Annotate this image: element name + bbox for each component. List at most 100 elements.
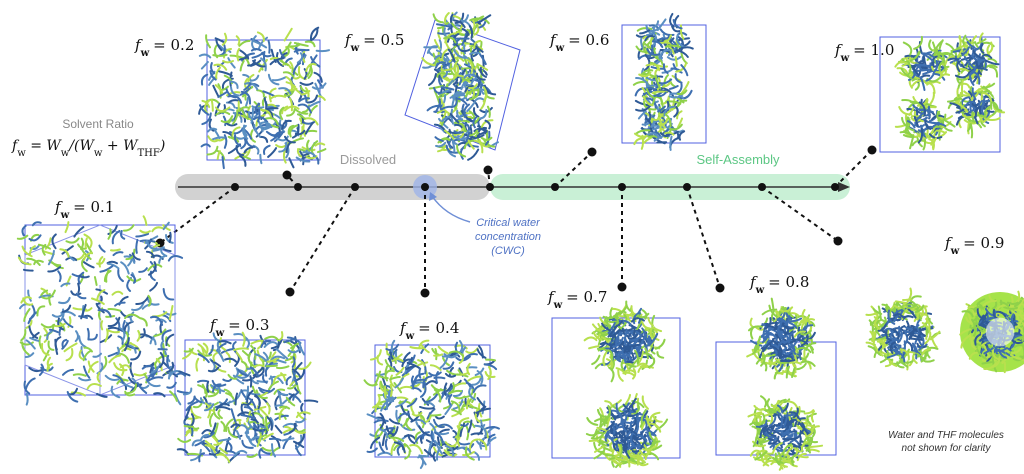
molecule bbox=[213, 55, 226, 56]
molecule bbox=[108, 309, 120, 311]
molecule bbox=[144, 216, 147, 225]
molecule bbox=[295, 49, 308, 50]
cwc-line: (CWC) bbox=[491, 245, 525, 257]
molecule bbox=[143, 366, 154, 369]
molecule bbox=[227, 442, 231, 452]
molecule bbox=[221, 422, 224, 431]
molecule bbox=[267, 366, 277, 367]
molecule bbox=[216, 68, 220, 79]
molecule bbox=[138, 331, 140, 341]
molecule bbox=[29, 326, 37, 338]
molecule bbox=[269, 41, 270, 53]
molecule bbox=[680, 47, 693, 49]
molecule bbox=[24, 270, 33, 271]
label-eq: = 0.7 bbox=[566, 288, 607, 306]
molecule bbox=[229, 100, 239, 102]
molecule bbox=[463, 452, 474, 455]
molecule bbox=[88, 384, 101, 389]
molecule bbox=[917, 70, 929, 71]
molecule bbox=[59, 298, 70, 303]
molecule bbox=[990, 67, 997, 77]
molecule bbox=[642, 322, 650, 328]
molecule bbox=[18, 236, 28, 239]
leader-dot bbox=[683, 183, 691, 191]
molecule bbox=[317, 50, 329, 51]
molecule bbox=[592, 356, 599, 364]
label-eq: = 1.0 bbox=[853, 41, 894, 59]
molecule bbox=[368, 414, 379, 419]
label-sub: w bbox=[555, 43, 565, 54]
molecule bbox=[152, 227, 162, 231]
molecule bbox=[641, 39, 642, 48]
snapshot bbox=[199, 28, 329, 168]
molecule bbox=[788, 401, 797, 409]
molecule bbox=[467, 427, 468, 439]
label-eq: = 0.6 bbox=[568, 31, 609, 49]
molecule bbox=[930, 93, 933, 104]
cwc-line: concentration bbox=[475, 231, 541, 243]
molecule bbox=[108, 330, 119, 332]
molecule bbox=[454, 383, 465, 386]
molecule bbox=[260, 155, 261, 163]
molecule bbox=[178, 391, 188, 393]
molecule bbox=[476, 98, 485, 100]
molecule bbox=[474, 385, 486, 392]
leader bbox=[687, 187, 720, 288]
molecule bbox=[185, 426, 193, 427]
note: Water and THF molecules not shown for cl… bbox=[888, 430, 1004, 454]
leader-end bbox=[834, 237, 843, 246]
molecule bbox=[252, 36, 256, 50]
molecule bbox=[236, 394, 238, 405]
leader-end bbox=[588, 148, 597, 157]
molecule bbox=[167, 356, 169, 368]
snapshot-label: fw= 0.1 bbox=[54, 198, 114, 221]
molecule bbox=[202, 75, 207, 85]
leader-dot bbox=[618, 183, 626, 191]
molecule bbox=[30, 305, 34, 319]
molecule bbox=[52, 234, 55, 248]
cwc-label: Critical water concentration (CWC) bbox=[475, 217, 541, 257]
molecule bbox=[287, 109, 295, 115]
phase-label: Self-Assembly bbox=[696, 152, 780, 167]
molecule bbox=[226, 123, 236, 126]
note-line: Water and THF molecules bbox=[888, 430, 1004, 441]
leader-end bbox=[716, 284, 725, 293]
molecule bbox=[252, 49, 261, 50]
molecule bbox=[449, 395, 451, 405]
leader-end bbox=[618, 283, 627, 292]
molecule bbox=[904, 43, 912, 55]
molecule bbox=[468, 150, 478, 160]
molecule bbox=[223, 34, 227, 45]
molecule bbox=[475, 452, 479, 460]
formula-part: + W bbox=[102, 138, 139, 154]
molecule bbox=[902, 100, 914, 108]
label-eq: = 0.2 bbox=[153, 36, 194, 54]
molecule bbox=[378, 453, 391, 455]
molecule bbox=[111, 250, 120, 251]
molecule bbox=[148, 377, 162, 380]
molecule bbox=[226, 353, 230, 363]
molecule bbox=[234, 348, 248, 350]
molecule bbox=[486, 360, 495, 361]
molecule bbox=[251, 341, 262, 344]
label-eq: = 0.3 bbox=[228, 316, 269, 334]
molecule bbox=[385, 386, 386, 397]
molecule bbox=[82, 261, 93, 267]
label-sub: w bbox=[553, 300, 563, 311]
molecule bbox=[948, 59, 958, 60]
molecule bbox=[410, 445, 422, 453]
snapshot-label: fw= 0.2 bbox=[134, 36, 194, 59]
leader bbox=[290, 187, 355, 292]
snapshot-label: fw= 0.8 bbox=[749, 273, 809, 296]
molecule bbox=[178, 439, 190, 442]
molecule bbox=[81, 239, 83, 249]
molecule bbox=[241, 139, 245, 148]
molecule bbox=[287, 377, 291, 384]
molecule bbox=[118, 270, 123, 281]
molecule bbox=[290, 98, 292, 110]
molecule bbox=[398, 446, 401, 455]
molecule bbox=[160, 353, 163, 367]
molecule bbox=[612, 309, 620, 311]
molecule bbox=[130, 363, 133, 376]
molecule bbox=[260, 137, 267, 142]
